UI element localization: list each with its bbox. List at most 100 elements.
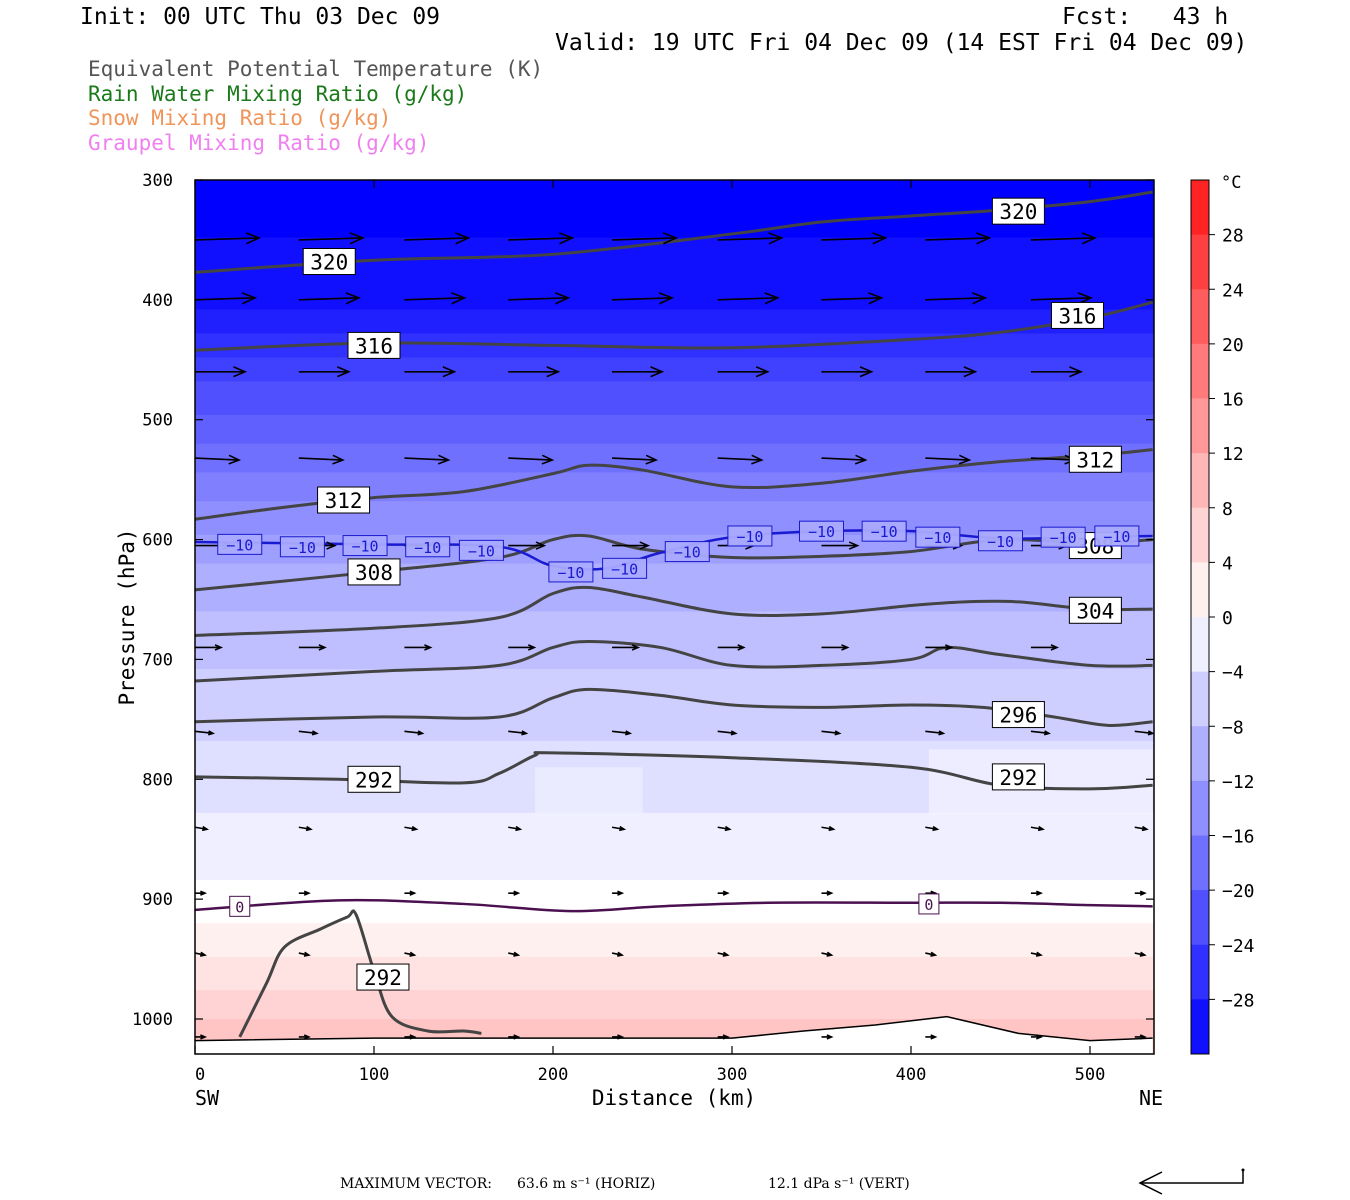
temperature-band bbox=[195, 726, 1154, 732]
temperature-band bbox=[195, 467, 1154, 473]
max-vector-label: MAXIMUM VECTOR: bbox=[340, 1176, 492, 1192]
wind-vector bbox=[611, 730, 633, 736]
wind-vector bbox=[1134, 951, 1147, 957]
temperature-band bbox=[195, 640, 1154, 646]
theta-e-label-text: 316 bbox=[1059, 304, 1097, 328]
wind-vector bbox=[1134, 825, 1149, 832]
temperature-band bbox=[195, 625, 1154, 632]
colorbar-segment bbox=[1191, 180, 1209, 236]
colorbar-tick-label: −28 bbox=[1222, 990, 1255, 1011]
temperature-band bbox=[195, 971, 1154, 977]
temperature-band bbox=[195, 683, 1154, 689]
x-tick-label: 500 bbox=[1075, 1065, 1106, 1085]
theta-e-label-text: 320 bbox=[999, 200, 1037, 224]
wind-vector bbox=[925, 232, 992, 245]
temperature-band bbox=[195, 817, 1154, 823]
colorbar-tick-label: −16 bbox=[1222, 827, 1255, 848]
ne-end-label: NE bbox=[1139, 1086, 1163, 1110]
temperature-band bbox=[195, 899, 1154, 905]
wind-vector bbox=[612, 366, 665, 378]
isotherm-label-box bbox=[918, 893, 940, 915]
theta-e-label-box bbox=[356, 963, 410, 991]
wind-vector bbox=[194, 825, 210, 832]
theta-e-label: 292 bbox=[347, 765, 401, 793]
temperature-band bbox=[195, 923, 1154, 929]
wind-vector bbox=[508, 366, 561, 378]
reference-vector-arrow-icon bbox=[1138, 1168, 1245, 1195]
theta-e-label: 320 bbox=[302, 248, 356, 276]
temperature-band bbox=[195, 774, 1154, 780]
temperature-band bbox=[195, 525, 1154, 531]
wind-vector bbox=[821, 644, 850, 651]
temperature-band bbox=[195, 482, 1154, 488]
theta-e-contour-292 bbox=[238, 909, 482, 1038]
isotherm-label-text: −10 bbox=[352, 538, 379, 556]
temperature-band bbox=[195, 520, 1154, 526]
y-tick-label: 400 bbox=[142, 291, 173, 311]
forecast-hour-label: Fcst: 43 h bbox=[1062, 4, 1229, 30]
wind-vector bbox=[717, 951, 730, 957]
wind-vector bbox=[717, 232, 784, 245]
temperature-band bbox=[195, 616, 1154, 622]
temperature-band bbox=[195, 832, 1154, 838]
wind-vector bbox=[194, 232, 262, 245]
temperature-band bbox=[195, 208, 1154, 215]
colorbar-segment bbox=[1191, 289, 1209, 345]
wind-vector bbox=[298, 644, 327, 651]
temperature-band bbox=[195, 448, 1154, 454]
temperature-band bbox=[195, 280, 1154, 286]
temperature-band bbox=[195, 927, 1154, 934]
isotherm-label-box bbox=[978, 530, 1023, 552]
theta-e-contour-300 bbox=[194, 639, 1153, 683]
colorbar-tick-label: 4 bbox=[1222, 553, 1233, 574]
temperature-band bbox=[195, 184, 1154, 191]
isotherm-zero bbox=[194, 898, 1153, 913]
max-vector-horizontal: 63.6 m s⁻¹ (HORIZ) bbox=[517, 1176, 656, 1192]
isotherm-label: −10 bbox=[664, 541, 710, 563]
isotherm-label: −10 bbox=[405, 536, 451, 558]
wind-vector bbox=[404, 890, 417, 896]
temperature-band bbox=[195, 323, 1154, 330]
temperature-band bbox=[195, 731, 1154, 737]
temperature-band bbox=[195, 836, 1154, 843]
temperature-band bbox=[195, 568, 1154, 574]
temperature-band bbox=[195, 779, 1154, 785]
wind-vector bbox=[612, 454, 659, 465]
temperature-band bbox=[195, 390, 1154, 397]
wind-vector bbox=[1134, 890, 1147, 896]
temperature-band bbox=[195, 218, 1154, 224]
wind-vector bbox=[821, 454, 868, 465]
theta-e-label-text: 304 bbox=[1076, 599, 1114, 623]
temperature-band bbox=[195, 1028, 1154, 1034]
temperature-band bbox=[195, 1014, 1154, 1020]
temperature-band bbox=[195, 453, 1154, 459]
temperature-band bbox=[195, 995, 1154, 1001]
colorbar: 28 24 20 16 12 8 4 0 −4 −8 −12 −16 −20 −24 −28 bbox=[1190, 179, 1255, 1055]
temperature-band bbox=[195, 1033, 1154, 1039]
isotherm-label: −10 bbox=[799, 520, 844, 542]
temperature-band bbox=[195, 597, 1154, 603]
isotherm-label-box bbox=[342, 535, 388, 557]
wind-vector bbox=[508, 541, 547, 550]
x-tick-label: 0 bbox=[195, 1065, 205, 1085]
temperature-band bbox=[195, 798, 1154, 804]
temperature-band bbox=[195, 319, 1154, 325]
sw-end-label: SW bbox=[195, 1086, 220, 1110]
wind-vector bbox=[717, 890, 730, 896]
wind-vector bbox=[195, 1034, 208, 1040]
wind-vector bbox=[925, 1034, 938, 1040]
wind-vector bbox=[821, 951, 834, 957]
temperature-band bbox=[195, 745, 1154, 752]
temperature-band bbox=[195, 587, 1154, 593]
temperature-band bbox=[195, 180, 1154, 186]
isotherm-label-text: −10 bbox=[468, 542, 495, 560]
colorbar-tick-label: 28 bbox=[1222, 226, 1244, 247]
temperature-band bbox=[195, 740, 1154, 747]
temperature-band bbox=[195, 808, 1154, 814]
isotherm-label-text: −10 bbox=[414, 539, 441, 557]
temperature-band bbox=[195, 951, 1154, 958]
wind-vector bbox=[1134, 730, 1155, 736]
wind-vector bbox=[508, 890, 521, 896]
wind-vector bbox=[404, 292, 467, 305]
temperature-band bbox=[195, 760, 1154, 766]
